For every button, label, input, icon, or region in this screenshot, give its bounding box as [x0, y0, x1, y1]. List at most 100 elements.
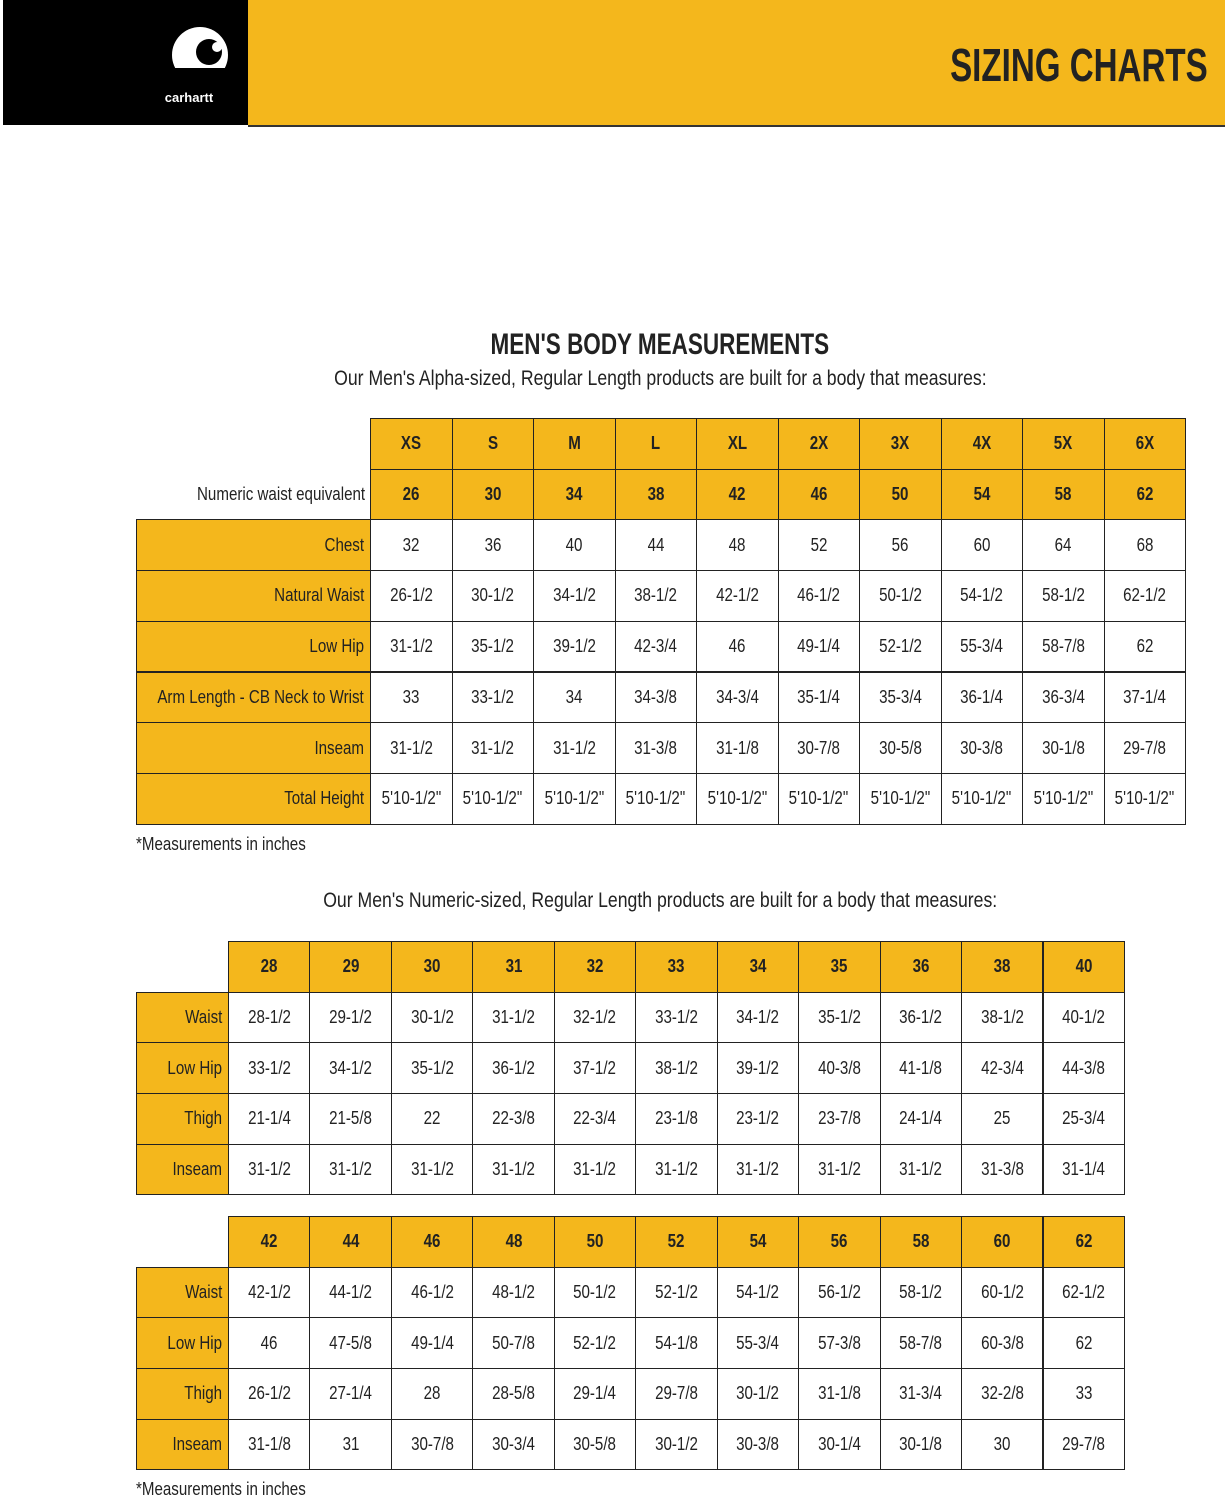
measurement: 44-1/2 [309, 1266, 392, 1319]
measurement: 31-1/2 [472, 1143, 555, 1196]
measurement: 31-1/2 [635, 1143, 718, 1196]
row-label: Chest [136, 519, 371, 572]
measurement-text: 41-1/8 [899, 1057, 943, 1078]
measurement-text: 31-3/8 [634, 737, 678, 758]
measurement-text: 5'10-1/2" [462, 788, 523, 809]
size-header-text: 48 [505, 1231, 522, 1252]
row-label: Total Height [136, 772, 371, 825]
measurement-text: 33-1/2 [471, 686, 515, 707]
measurement-text: 58-1/2 [1041, 585, 1085, 606]
row-label-text: Waist [184, 1282, 222, 1303]
measurement: 5'10-1/2" [614, 772, 697, 825]
measurement: 31-1/2 [390, 1143, 474, 1196]
size-header: 6X [1103, 418, 1186, 470]
section-title: MEN'S BODY MEASUREMENTS [490, 328, 830, 361]
measurement-text: 44-3/8 [1062, 1057, 1106, 1078]
measurement: 30-3/4 [472, 1418, 555, 1471]
measurement-text: 5'10-1/2" [1033, 788, 1094, 809]
measurement-text: 54-1/8 [655, 1332, 698, 1353]
measurement-text: 31-3/4 [899, 1383, 943, 1404]
measurement: 56 [859, 519, 942, 572]
measurement: 38-1/2 [961, 991, 1044, 1044]
measurement: 34-3/4 [696, 671, 779, 724]
size-header-text: 38 [993, 956, 1011, 977]
row-label-text: Inseam [172, 1159, 222, 1180]
measurement: 31-1/2 [798, 1143, 881, 1196]
measurement-text: 5'10-1/2" [951, 788, 1012, 809]
measurement: 62-1/2 [1042, 1266, 1125, 1319]
measurement-text: 32-1/2 [573, 1007, 617, 1028]
measurement: 30-5/8 [553, 1418, 637, 1471]
measurement: 38-1/2 [614, 570, 697, 622]
measurement-text: 54-1/2 [736, 1282, 780, 1303]
measurement: 5'10-1/2" [533, 772, 616, 825]
measurement-text: 50-7/8 [492, 1332, 535, 1353]
measurement-text: 31-1/8 [817, 1383, 861, 1404]
measurement: 31-1/2 [879, 1143, 963, 1196]
row-label: Inseam [136, 1418, 229, 1471]
measurement: 58-7/8 [1022, 620, 1105, 673]
measurement-text: 21-5/8 [329, 1108, 373, 1129]
measurement-text: 30-3/8 [960, 737, 1004, 758]
size-header: 31 [472, 941, 555, 993]
measurement: 50-1/2 [859, 570, 942, 622]
measurement-text: 30-1/4 [817, 1434, 861, 1455]
measurement: 30-3/8 [940, 722, 1023, 774]
measurement: 40-1/2 [1042, 991, 1125, 1044]
measurement: 64 [1022, 519, 1105, 572]
measurement-text: 39-1/2 [552, 636, 596, 657]
measurement: 31-3/4 [879, 1368, 963, 1420]
measurement-text: 38-1/2 [634, 585, 678, 606]
measurement-text: 31-1/8 [715, 737, 759, 758]
size-header-text: 40 [1075, 956, 1093, 977]
measurement: 31-1/2 [451, 722, 534, 774]
measurement-text: 36-1/4 [960, 686, 1004, 707]
measurement: 56-1/2 [798, 1266, 881, 1319]
measurement: 5'10-1/2" [859, 772, 942, 825]
measurement: 5'10-1/2" [451, 772, 534, 825]
measurement-text: 28-5/8 [492, 1383, 535, 1404]
row-label-text: Arm Length - CB Neck to Wrist [157, 686, 364, 707]
row-label-text: Numeric waist equivalent [196, 484, 365, 505]
measurement-text: 56 [891, 534, 909, 555]
measurement-text: 31-1/2 [329, 1159, 373, 1180]
size-header: 4X [940, 418, 1023, 470]
measurement: 52 [777, 519, 860, 572]
logo-text: carhartt [165, 90, 214, 105]
waist-equivalent-text: 58 [1054, 484, 1072, 505]
measurement-text: 60-3/8 [980, 1332, 1024, 1353]
measurement-text: 42-1/2 [715, 585, 759, 606]
measurement-text: 5'10-1/2" [870, 788, 931, 809]
measurement: 48-1/2 [472, 1266, 555, 1319]
measurement-text: 30-1/2 [736, 1383, 780, 1404]
measurement: 30-1/2 [451, 570, 534, 622]
measurement-text: 32 [402, 534, 420, 555]
measurement: 52-1/2 [859, 620, 942, 673]
measurement-text: 36-3/4 [1041, 686, 1085, 707]
measurement-text: 36-1/2 [899, 1007, 943, 1028]
measurement: 30-5/8 [859, 722, 942, 774]
measurement-text: 34-3/4 [715, 686, 759, 707]
measurement: 60 [940, 519, 1023, 572]
measurement: 22 [390, 1093, 474, 1145]
page-title: SIZING CHARTS [950, 39, 1208, 91]
row-label: Waist [136, 1266, 229, 1319]
measurement-text: 31-1/2 [655, 1159, 698, 1180]
size-header-text: 36 [912, 956, 930, 977]
size-header-text: 33 [668, 956, 685, 977]
row-label: Inseam [136, 1143, 229, 1196]
measurement-text: 23-1/2 [736, 1108, 780, 1129]
row-label: Inseam [136, 722, 371, 774]
measurement: 31-1/2 [309, 1143, 392, 1196]
measurement-text: 31 [342, 1434, 360, 1455]
measurement-text: 31-1/2 [492, 1159, 535, 1180]
size-header: 29 [309, 941, 392, 993]
measurement: 34 [533, 671, 616, 724]
size-header: 60 [961, 1216, 1044, 1268]
size-header: 30 [390, 941, 474, 993]
size-header-text: XL [727, 433, 747, 454]
measurement-text: 31-1/2 [736, 1159, 780, 1180]
row-label-text: Inseam [314, 737, 364, 758]
size-header: XS [370, 418, 453, 470]
measurement-text: 30-7/8 [797, 737, 841, 758]
